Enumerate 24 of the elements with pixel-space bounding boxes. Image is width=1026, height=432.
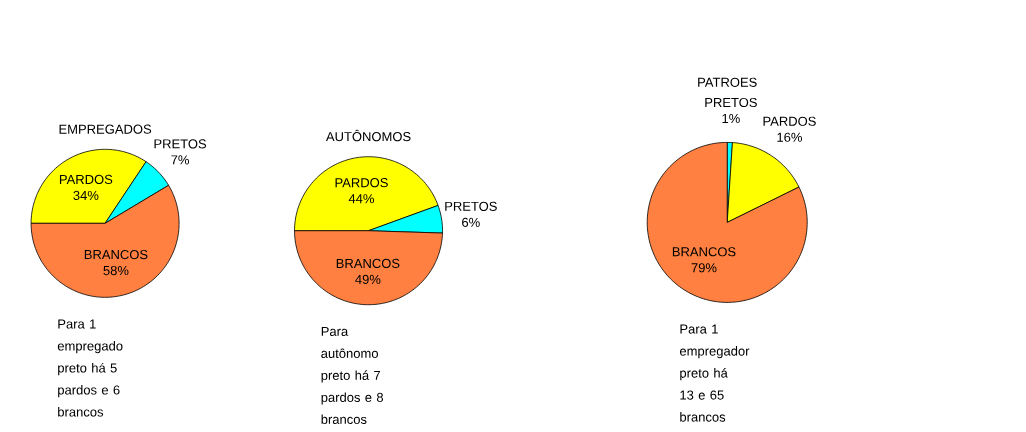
text: Para autônomo preto há 7 pardos e 8 brancos bbox=[321, 326, 384, 424]
slice-label: PARDOS bbox=[335, 178, 388, 188]
slice-label: PARDOS bbox=[59, 174, 113, 185]
data-label: 79% bbox=[691, 263, 717, 273]
slice-label: BRANCOS bbox=[336, 258, 400, 269]
data-label: 34% bbox=[73, 190, 99, 201]
data-label: 44% bbox=[348, 194, 374, 204]
chart-title: EMPREGADOS bbox=[59, 124, 152, 134]
data-label: 16% bbox=[777, 132, 802, 142]
slice-label: BRANCOS bbox=[84, 249, 148, 260]
data-label: 58% bbox=[103, 265, 129, 276]
slice-label: PRETOS bbox=[445, 201, 497, 211]
slice-label: PARDOS bbox=[763, 116, 816, 126]
chart-title: PATROES bbox=[698, 77, 757, 87]
text: Para 1 empregador preto há 13 e 65 brancos bbox=[679, 324, 750, 422]
slice-label: PRETOS bbox=[705, 97, 757, 108]
text: Para 1 empregado preto há 5 pardos e 6 brancos bbox=[57, 319, 123, 417]
chart-title: AUTÔNOMOS bbox=[325, 129, 411, 142]
data-label: 7% bbox=[171, 155, 189, 165]
data-label: 1% bbox=[722, 113, 740, 124]
slice-label: PRETOS bbox=[154, 139, 207, 149]
slice-label: BRANCOS bbox=[672, 247, 736, 257]
data-label: 6% bbox=[462, 217, 480, 227]
data-label: 49% bbox=[355, 274, 381, 285]
